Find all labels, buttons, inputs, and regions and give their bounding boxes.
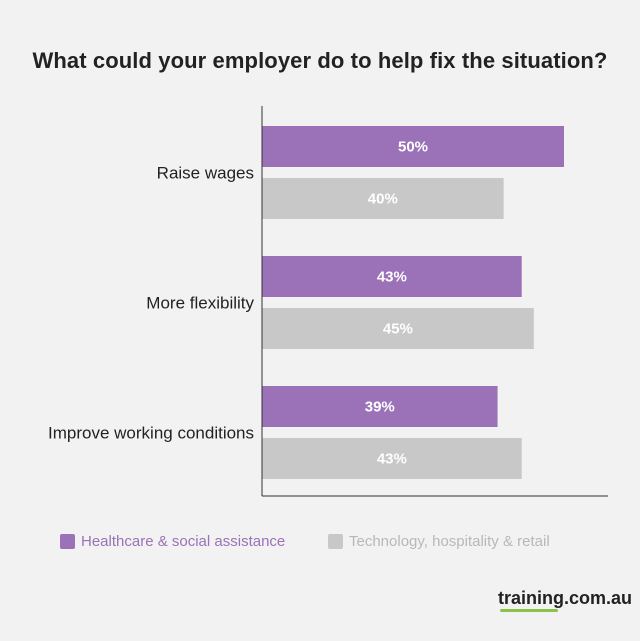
legend-item-healthcare: Healthcare & social assistance [60, 533, 285, 550]
category-label-more-flexibility: More flexibility [146, 294, 254, 313]
legend-item-technology: Technology, hospitality & retail [328, 533, 550, 550]
legend-label-healthcare: Healthcare & social assistance [81, 533, 286, 550]
bar-value-label: 45% [383, 321, 413, 338]
category-label-raise-wages: Raise wages [157, 164, 254, 183]
bar-more-flexibility-series-1 [262, 308, 534, 349]
legend-swatch-healthcare [60, 534, 75, 549]
bar-value-label: 40% [368, 191, 398, 208]
category-label-improve-working-conditions: Improve working conditions [48, 424, 254, 443]
bar-value-label: 43% [377, 451, 407, 468]
legend-label-technology: Technology, hospitality & retail [349, 533, 550, 550]
bar-raise-wages-series-1 [262, 178, 504, 219]
bar-more-flexibility-series-0 [262, 256, 522, 297]
bar-improve-working-conditions-series-1 [262, 438, 522, 479]
bar-raise-wages-series-0 [262, 126, 564, 167]
legend: Healthcare & social assistance Technolog… [0, 533, 640, 557]
brand-logo-underline [500, 609, 558, 612]
bar-value-label: 50% [398, 139, 428, 156]
legend-swatch-technology [328, 534, 343, 549]
bar-value-label: 39% [365, 399, 395, 416]
bar-value-label: 43% [377, 269, 407, 286]
brand-logo: training.com.au [498, 588, 633, 608]
chart-title: What could your employer do to help fix … [32, 48, 608, 73]
bar-improve-working-conditions-series-0 [262, 386, 498, 427]
